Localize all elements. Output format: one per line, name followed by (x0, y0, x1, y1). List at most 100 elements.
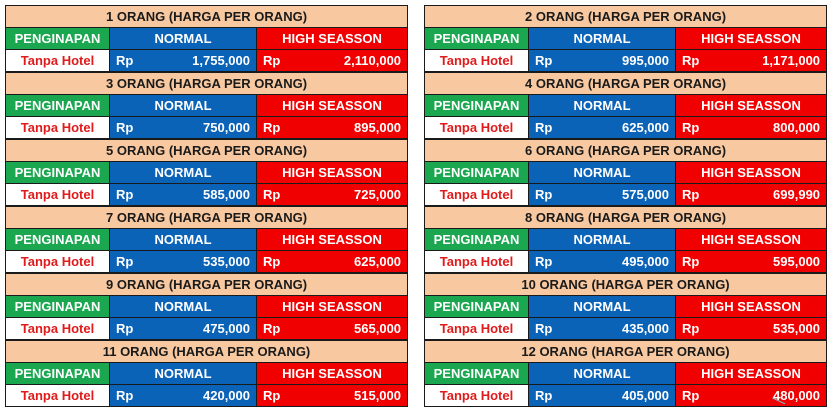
lodging-header: PENGINAPAN (5, 362, 110, 385)
price-table: 3 ORANG (HARGA PER ORANG) PENGINAPAN NOR… (4, 72, 409, 139)
normal-header: NORMAL (528, 362, 676, 385)
table-title-row: 3 ORANG (HARGA PER ORANG) (4, 72, 409, 95)
group-size-title: 8 ORANG (HARGA PER ORANG) (423, 206, 828, 229)
normal-price: 475,000 (147, 317, 257, 340)
normal-price: 575,000 (566, 183, 676, 206)
high-season-header: HIGH SEASSON (255, 228, 409, 251)
normal-price: 625,000 (566, 116, 676, 139)
high-season-header: HIGH SEASSON (674, 362, 828, 385)
lodging-header: PENGINAPAN (5, 94, 110, 117)
table-header-row: PENGINAPAN NORMAL HIGH SEASSON (424, 362, 828, 385)
table-header-row: PENGINAPAN NORMAL HIGH SEASSON (424, 27, 828, 50)
normal-header: NORMAL (109, 161, 257, 184)
price-table: 10 ORANG (HARGA PER ORANG) PENGINAPAN NO… (423, 273, 828, 340)
high-season-price: 800,000 (713, 116, 828, 139)
high-season-header: HIGH SEASSON (255, 161, 409, 184)
normal-header: NORMAL (528, 161, 676, 184)
lodging-header: PENGINAPAN (5, 27, 110, 50)
high-season-price: 565,000 (294, 317, 409, 340)
high-season-header: HIGH SEASSON (674, 295, 828, 318)
table-row: Tanpa Hotel Rp 575,000 Rp 699,990 (424, 183, 828, 206)
normal-currency: Rp (528, 49, 567, 72)
high-season-price: 625,000 (294, 250, 409, 273)
high-season-currency: Rp (256, 49, 295, 72)
lodging-header: PENGINAPAN (5, 295, 110, 318)
table-header-row: PENGINAPAN NORMAL HIGH SEASSON (5, 362, 408, 385)
table-row: Tanpa Hotel Rp 405,000 Rp 480,000 (424, 384, 828, 407)
normal-price: 750,000 (147, 116, 257, 139)
table-title-row: 11 ORANG (HARGA PER ORANG) (5, 340, 408, 363)
lodging-value: Tanpa Hotel (5, 183, 110, 206)
high-season-price: 895,000 (294, 116, 409, 139)
high-season-header: HIGH SEASSON (674, 228, 828, 251)
high-season-currency: Rp (675, 49, 714, 72)
group-size-title: 9 ORANG (HARGA PER ORANG) (4, 273, 409, 296)
price-table: 6 ORANG (HARGA PER ORANG) PENGINAPAN NOR… (423, 139, 828, 206)
price-table: 7 ORANG (HARGA PER ORANG) PENGINAPAN NOR… (4, 206, 409, 273)
group-size-title: 2 ORANG (HARGA PER ORANG) (423, 5, 828, 28)
high-season-currency: Rp (675, 183, 714, 206)
normal-price: 1,755,000 (147, 49, 257, 72)
group-size-title: 7 ORANG (HARGA PER ORANG) (4, 206, 409, 229)
price-table: 12 ORANG (HARGA PER ORANG) PENGINAPAN NO… (423, 340, 828, 407)
high-season-header: HIGH SEASSON (255, 295, 409, 318)
normal-currency: Rp (109, 317, 148, 340)
table-row: Tanpa Hotel Rp 995,000 Rp 1,171,000 (424, 49, 828, 72)
normal-currency: Rp (528, 183, 567, 206)
table-header-row: PENGINAPAN NORMAL HIGH SEASSON (424, 295, 828, 318)
high-season-currency: Rp (675, 250, 714, 273)
table-title-row: 6 ORANG (HARGA PER ORANG) (423, 139, 828, 162)
high-season-price: 535,000 (713, 317, 828, 340)
lodging-value: Tanpa Hotel (424, 183, 529, 206)
normal-header: NORMAL (109, 295, 257, 318)
normal-header: NORMAL (109, 228, 257, 251)
high-season-header: HIGH SEASSON (674, 94, 828, 117)
table-row: Tanpa Hotel Rp 625,000 Rp 800,000 (424, 116, 828, 139)
normal-header: NORMAL (528, 295, 676, 318)
lodging-value: Tanpa Hotel (424, 317, 529, 340)
lodging-value: Tanpa Hotel (5, 250, 110, 273)
high-season-price: 725,000 (294, 183, 409, 206)
high-season-currency: Rp (256, 116, 295, 139)
normal-price: 405,000 (566, 384, 676, 407)
group-size-title: 12 ORANG (HARGA PER ORANG) (423, 340, 828, 363)
price-table: 9 ORANG (HARGA PER ORANG) PENGINAPAN NOR… (4, 273, 409, 340)
price-table: 8 ORANG (HARGA PER ORANG) PENGINAPAN NOR… (423, 206, 828, 273)
table-header-row: PENGINAPAN NORMAL HIGH SEASSON (5, 161, 409, 184)
lodging-value: Tanpa Hotel (5, 317, 110, 340)
lodging-value: Tanpa Hotel (5, 49, 110, 72)
price-table: 11 ORANG (HARGA PER ORANG) PENGINAPAN NO… (5, 340, 408, 407)
table-title-row: 4 ORANG (HARGA PER ORANG) (423, 72, 828, 95)
table-header-row: PENGINAPAN NORMAL HIGH SEASSON (5, 228, 409, 251)
normal-header: NORMAL (528, 228, 676, 251)
high-season-header: HIGH SEASSON (674, 161, 828, 184)
high-season-currency: Rp (256, 384, 295, 407)
lodging-header: PENGINAPAN (424, 228, 529, 251)
high-season-header: HIGH SEASSON (256, 362, 408, 385)
normal-currency: Rp (528, 116, 567, 139)
group-size-title: 4 ORANG (HARGA PER ORANG) (423, 72, 828, 95)
group-size-title: 10 ORANG (HARGA PER ORANG) (423, 273, 828, 296)
normal-currency: Rp (109, 183, 148, 206)
table-title-row: 2 ORANG (HARGA PER ORANG) (423, 5, 828, 28)
normal-price: 435,000 (566, 317, 676, 340)
group-size-title: 1 ORANG (HARGA PER ORANG) (4, 5, 409, 28)
high-season-header: HIGH SEASSON (674, 27, 828, 50)
table-header-row: PENGINAPAN NORMAL HIGH SEASSON (5, 295, 409, 318)
lodging-header: PENGINAPAN (424, 161, 529, 184)
table-row: Tanpa Hotel Rp 1,755,000 Rp 2,110,000 (5, 49, 409, 72)
normal-currency: Rp (528, 384, 567, 407)
table-row: Tanpa Hotel Rp 535,000 Rp 625,000 (5, 250, 409, 273)
lodging-header: PENGINAPAN (424, 362, 529, 385)
high-season-currency: Rp (256, 183, 295, 206)
table-row: Tanpa Hotel Rp 475,000 Rp 565,000 (5, 317, 409, 340)
lodging-header: PENGINAPAN (424, 27, 529, 50)
normal-currency: Rp (528, 250, 567, 273)
normal-header: NORMAL (109, 362, 257, 385)
high-season-price: 2,110,000 (294, 49, 409, 72)
table-title-row: 10 ORANG (HARGA PER ORANG) (423, 273, 828, 296)
table-title-row: 1 ORANG (HARGA PER ORANG) (4, 5, 409, 28)
normal-currency: Rp (109, 384, 148, 407)
group-size-title: 5 ORANG (HARGA PER ORANG) (4, 139, 409, 162)
table-header-row: PENGINAPAN NORMAL HIGH SEASSON (5, 94, 409, 117)
